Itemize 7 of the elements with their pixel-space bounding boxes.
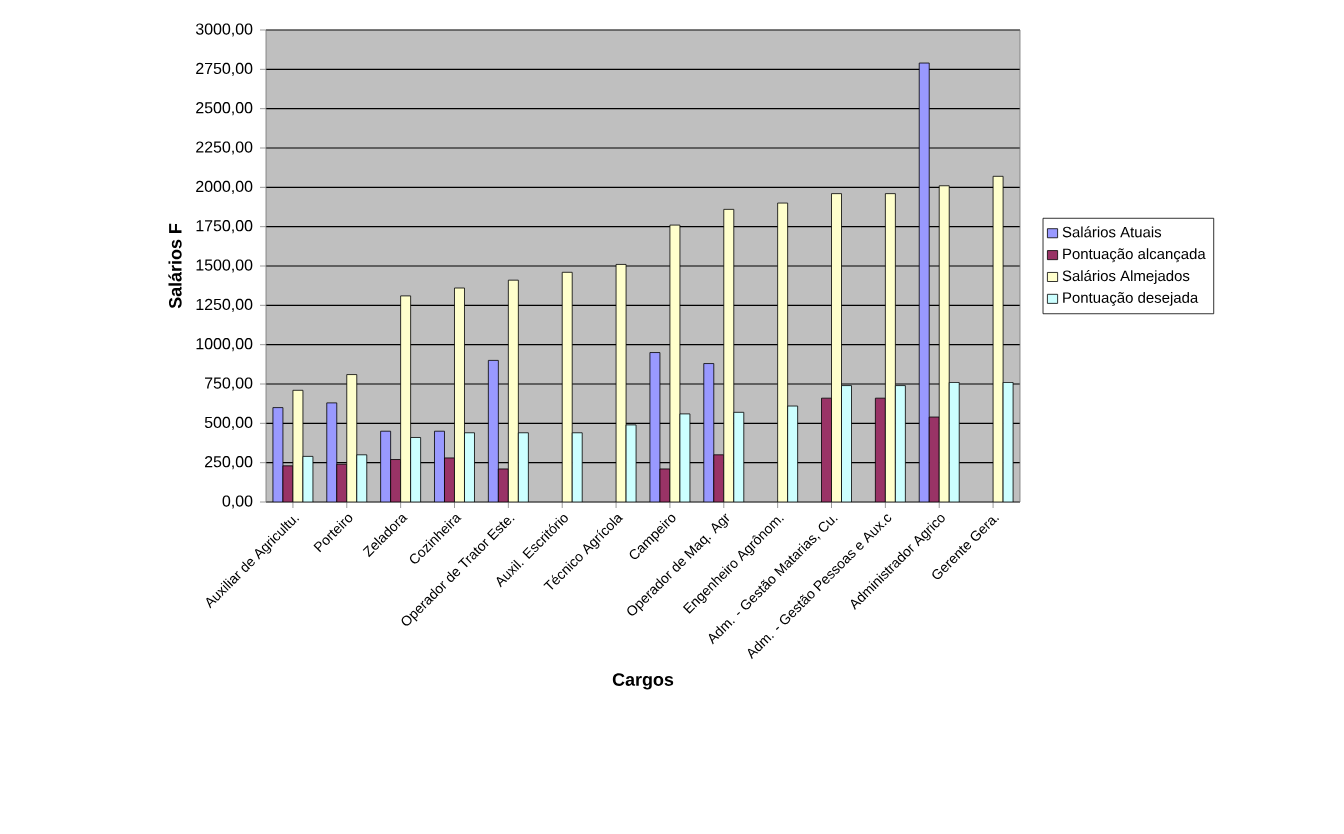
bar: [884, 193, 896, 502]
bar: [723, 208, 735, 502]
bar: [831, 193, 842, 502]
y-axis-title: Salários F: [168, 223, 182, 309]
bar: [938, 185, 950, 502]
x-axis-title: Cargos: [612, 673, 674, 690]
bar: [918, 62, 930, 502]
